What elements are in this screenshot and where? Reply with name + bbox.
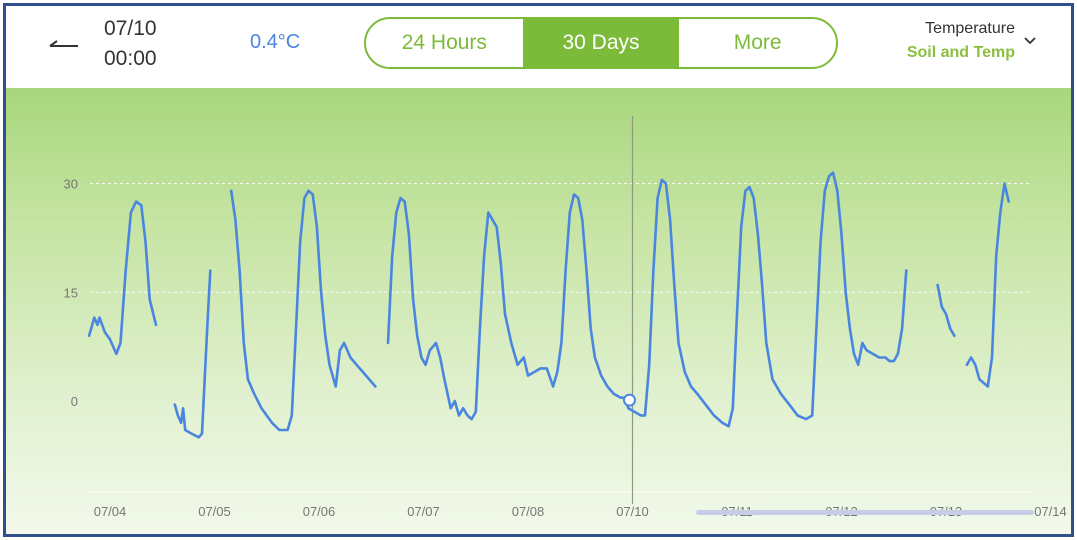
x-tick-label: 07/10 bbox=[616, 504, 649, 519]
x-tick-label: 07/05 bbox=[198, 504, 231, 519]
chart-scrollbar[interactable] bbox=[696, 510, 1034, 515]
series-line bbox=[173, 269, 212, 439]
y-tick-label: 15 bbox=[64, 285, 78, 300]
series-line bbox=[87, 200, 158, 356]
tab-24-hours[interactable]: 24 Hours bbox=[401, 31, 487, 54]
back-arrow-icon[interactable] bbox=[46, 32, 82, 56]
cursor-point bbox=[623, 393, 636, 407]
cursor-datetime: 07/10 00:00 bbox=[104, 14, 157, 74]
series-line bbox=[386, 171, 908, 428]
sensor-selector[interactable]: Temperature Soil and Temp bbox=[907, 18, 1015, 66]
metric-label: Temperature bbox=[925, 20, 1015, 37]
sensor-name: Soil and Temp bbox=[906, 44, 1015, 61]
series-line bbox=[229, 189, 377, 432]
x-tick-label: 07/06 bbox=[303, 504, 336, 519]
chart-area[interactable]: 0153007/0407/0507/0607/0707/0807/1007/11… bbox=[6, 88, 1074, 537]
series-line bbox=[936, 283, 956, 338]
x-tick-label: 07/07 bbox=[407, 504, 440, 519]
header: 07/10 00:00 0.4°C 24 Hours 30 Days More … bbox=[6, 6, 1071, 88]
tab-more[interactable]: More bbox=[733, 31, 782, 54]
temperature-chart[interactable]: 0153007/0407/0507/0607/0707/0807/1007/11… bbox=[6, 88, 1074, 537]
y-tick-label: 30 bbox=[64, 177, 78, 192]
y-tick-label: 0 bbox=[71, 394, 78, 409]
cursor-date: 07/10 bbox=[104, 17, 157, 40]
app-frame: 07/10 00:00 0.4°C 24 Hours 30 Days More … bbox=[3, 3, 1074, 537]
x-tick-label: 07/04 bbox=[94, 504, 127, 519]
x-tick-label: 07/14 bbox=[1034, 504, 1067, 519]
range-selector: 24 Hours 30 Days More bbox=[364, 17, 838, 69]
cursor-reading: 0.4°C bbox=[250, 31, 301, 53]
series-line bbox=[965, 182, 1010, 388]
tab-30-days[interactable]: 30 Days bbox=[522, 19, 680, 67]
x-tick-label: 07/08 bbox=[512, 504, 545, 519]
cursor-time: 00:00 bbox=[104, 47, 157, 70]
chevron-down-icon[interactable] bbox=[1023, 36, 1037, 46]
